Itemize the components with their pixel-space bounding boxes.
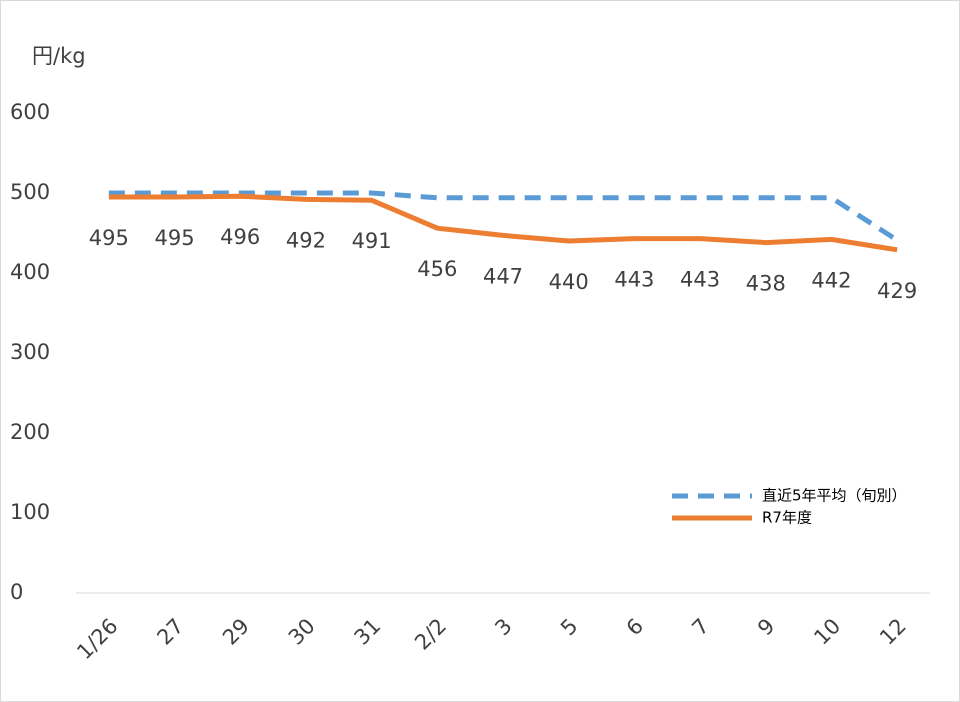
legend-label: R7年度 (762, 509, 812, 527)
data-label: 429 (877, 279, 917, 303)
series-line (108, 190, 899, 243)
y-tick-label: 600 (10, 100, 50, 124)
y-tick-label: 100 (10, 500, 50, 524)
data-label: 495 (154, 226, 194, 250)
data-label: 496 (220, 225, 260, 249)
y-axis-label: 円/kg (32, 44, 86, 68)
legend-label: 直近5年平均（旬別） (762, 487, 907, 505)
series-line (108, 193, 898, 253)
data-label: 443 (680, 268, 720, 292)
data-label: 495 (89, 226, 129, 250)
y-tick-label: 200 (10, 420, 50, 444)
data-label: 447 (483, 264, 523, 288)
data-label: 438 (746, 272, 786, 296)
y-tick-label: 300 (10, 340, 50, 364)
y-tick-label: 0 (10, 580, 23, 604)
y-tick-label: 500 (10, 180, 50, 204)
data-label: 491 (352, 229, 392, 253)
data-label: 492 (286, 228, 326, 252)
data-label: 456 (417, 257, 457, 281)
data-label: 440 (549, 270, 589, 294)
y-tick-label: 400 (10, 260, 50, 284)
data-label: 443 (614, 268, 654, 292)
data-label: 442 (811, 268, 851, 292)
